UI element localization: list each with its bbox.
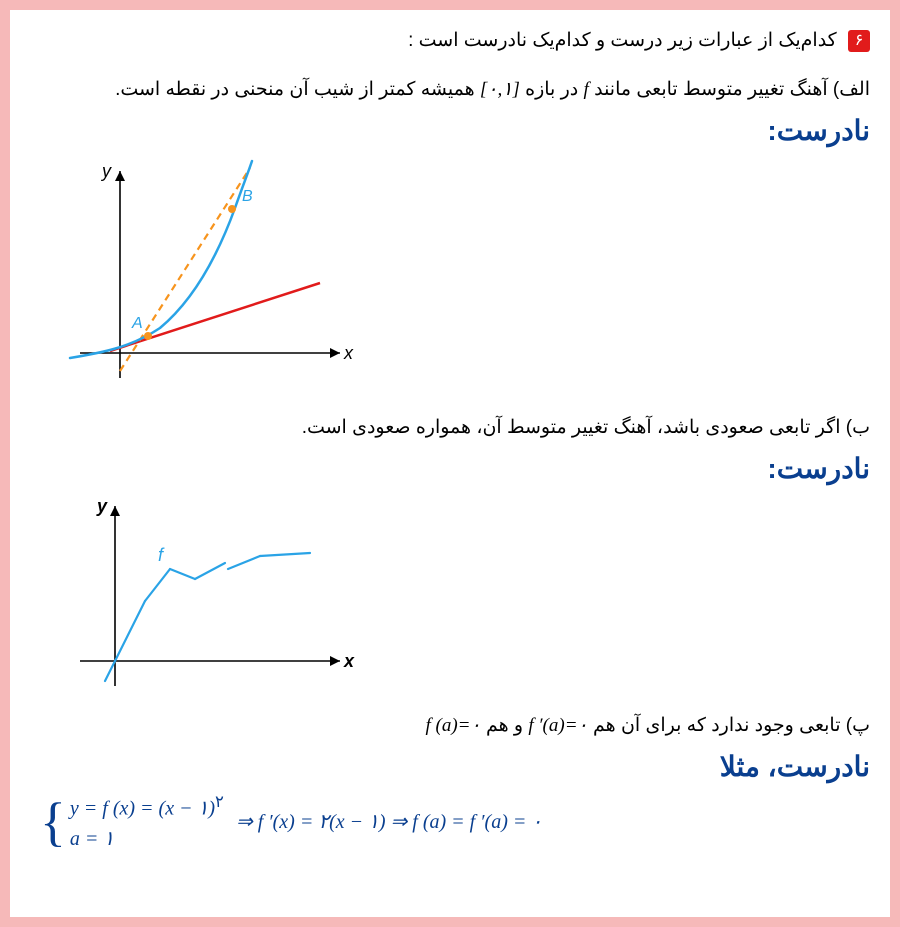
system: y = f (x) = (x − ۱)۲ a = ۱ bbox=[70, 789, 224, 854]
part-a-pre: الف) آهنگ تغییر متوسط تابعی مانند bbox=[589, 79, 870, 100]
derivation: ⇒ f ′(x) = ۲(x − ۱) ⇒ f (a) = f ′(a) = ۰ bbox=[236, 809, 542, 834]
part-c-mid: و هم bbox=[481, 715, 529, 736]
sys-line2: a = ۱ bbox=[70, 824, 224, 854]
chart-b-wrap: x y f bbox=[60, 491, 870, 696]
svg-text:x: x bbox=[343, 343, 354, 363]
part-b-answer: نادرست: bbox=[30, 452, 870, 485]
part-a-text: الف) آهنگ تغییر متوسط تابعی مانند f در ب… bbox=[30, 72, 870, 108]
question-text: کدام‌یک از عبارات زیر درست و کدام‌یک ناد… bbox=[408, 30, 837, 51]
part-c-eq2: f (a)=۰ bbox=[425, 715, 480, 736]
part-a-mid: در بازه bbox=[520, 79, 584, 100]
part-a-post: همیشه کمتر از شیب آن منحنی در نقطه است. bbox=[115, 79, 480, 100]
svg-text:y: y bbox=[96, 496, 108, 516]
page: ۶ کدام‌یک از عبارات زیر درست و کدام‌یک ن… bbox=[10, 10, 890, 917]
svg-text:A: A bbox=[131, 315, 143, 332]
svg-text:y: y bbox=[100, 161, 112, 181]
part-c-pre: پ) تابعی وجود ندارد که برای آن هم bbox=[588, 715, 870, 736]
question-header: ۶ کدام‌یک از عبارات زیر درست و کدام‌یک ن… bbox=[30, 24, 870, 58]
chart-a: x y A B bbox=[60, 153, 360, 393]
svg-text:B: B bbox=[242, 188, 253, 205]
part-c-answer: نادرست، مثلا bbox=[30, 750, 870, 783]
math-example: { y = f (x) = (x − ۱)۲ a = ۱ ⇒ f ′(x) = … bbox=[30, 789, 870, 854]
chart-a-wrap: x y A B bbox=[60, 153, 870, 398]
svg-text:f: f bbox=[158, 545, 165, 565]
brace-icon: { bbox=[40, 795, 66, 849]
part-a-interval: [۰,۱] bbox=[480, 79, 520, 100]
sys-line1: y = f (x) = (x − ۱)۲ bbox=[70, 789, 224, 824]
question-number-badge: ۶ bbox=[848, 30, 870, 52]
svg-text:x: x bbox=[343, 651, 355, 671]
part-c-eq1: f ′(a)=۰ bbox=[528, 715, 587, 736]
chart-b: x y f bbox=[60, 491, 360, 691]
sys-exp: ۲ bbox=[215, 792, 224, 811]
part-b-text: ب) اگر تابعی صعودی باشد، آهنگ تغییر متوس… bbox=[30, 410, 870, 446]
part-c-text: پ) تابعی وجود ندارد که برای آن هم f ′(a)… bbox=[30, 708, 870, 744]
part-a-answer: نادرست: bbox=[30, 114, 870, 147]
